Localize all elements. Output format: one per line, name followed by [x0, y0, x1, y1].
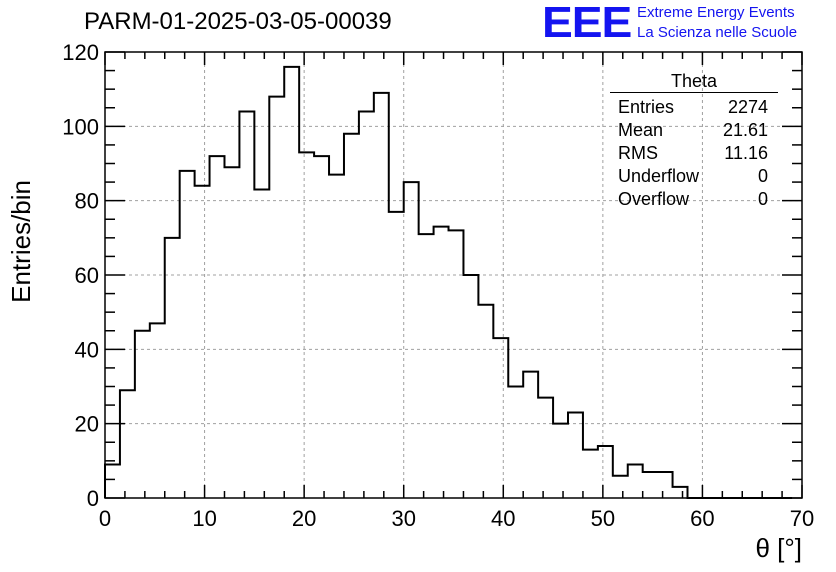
x-tick-label: 10 [192, 506, 216, 531]
histogram-bin [493, 338, 508, 498]
stats-value: 0 [757, 189, 768, 209]
histogram-bin [299, 152, 314, 498]
histogram-bin [269, 97, 284, 498]
histogram-bin [224, 167, 239, 498]
histogram-bin [523, 372, 538, 498]
y-tick-label: 80 [75, 189, 99, 214]
histogram-bin [419, 234, 434, 498]
histogram-bin [434, 227, 449, 498]
histogram-bin [613, 476, 628, 498]
x-tick-label: 50 [591, 506, 615, 531]
x-tick-label: 70 [790, 506, 814, 531]
stats-label: Entries [618, 97, 675, 117]
x-tick-label: 60 [690, 506, 714, 531]
tick-labels: 0 10 20 30 40 50 60 70 0 20 40 60 80 100 120 [62, 40, 814, 531]
histogram-bin [135, 331, 150, 498]
histogram-bin [508, 387, 523, 499]
x-tick-label: 30 [391, 506, 415, 531]
stats-value: 2274 [727, 97, 768, 117]
stats-label: Overflow [618, 189, 690, 209]
histogram-bin [165, 238, 180, 498]
histogram-bin [478, 305, 493, 498]
stats-box: Theta Entries 2274 Mean 21.61 RMS 11.16 Underf… [610, 70, 778, 211]
histogram-bin [105, 465, 120, 498]
histogram-bin [374, 93, 389, 498]
histogram-bin [150, 323, 165, 498]
histogram-bin [180, 171, 195, 498]
histogram-bin [359, 111, 374, 498]
logo-caption: Extreme Energy Events La Scienza nelle S… [637, 3, 797, 43]
stats-label: Underflow [618, 166, 700, 186]
histogram-bin [538, 398, 553, 498]
y-tick-label: 60 [75, 263, 99, 288]
histogram-bin [239, 111, 254, 498]
histogram-bin [553, 424, 568, 498]
histogram-bin [673, 487, 688, 498]
histogram-bin [449, 230, 464, 498]
stats-row: Overflow 0 [610, 188, 778, 211]
stats-value: 21.61 [722, 120, 768, 140]
stats-value: 11.16 [724, 143, 768, 163]
histogram-bin [598, 446, 613, 498]
stats-row: RMS 11.16 [610, 142, 778, 165]
x-tick-label: 40 [491, 506, 515, 531]
histogram-bin [463, 275, 478, 498]
y-tick-label: 20 [75, 412, 99, 437]
y-tick-label: 0 [87, 486, 99, 511]
histogram-bin [210, 156, 225, 498]
x-axis-label: θ [°] [755, 533, 802, 563]
histogram-bin [120, 390, 135, 498]
stats-label: RMS [618, 143, 658, 163]
histogram-bin [254, 190, 269, 498]
x-tick-label: 0 [99, 506, 111, 531]
y-tick-label: 40 [75, 337, 99, 362]
y-tick-label: 100 [62, 114, 99, 139]
y-tick-label: 120 [62, 40, 99, 65]
histogram-outline [104, 65, 793, 499]
histogram-bins [105, 67, 687, 498]
histogram-bin [643, 472, 658, 498]
logo-caption-line1: Extreme Energy Events [637, 4, 795, 21]
stats-value: 0 [757, 166, 768, 186]
chart-title: PARM-01-2025-03-05-00039 [84, 8, 392, 35]
logo-caption-line2: La Scienza nelle Scuole [637, 24, 798, 41]
histogram-bin [314, 156, 329, 498]
histogram-bin [284, 67, 299, 498]
histogram-bin [195, 186, 210, 498]
histogram-bin [329, 175, 344, 498]
stats-row: Mean 21.61 [610, 119, 778, 142]
eee-logo: EEE [542, 0, 632, 47]
histogram-bin [344, 134, 359, 498]
stats-title: Theta [610, 70, 778, 93]
histogram-bin [628, 465, 643, 498]
histogram-bin [658, 472, 673, 498]
grid-lines [105, 52, 802, 498]
histogram-bin [568, 413, 583, 498]
stats-row: Entries 2274 [610, 96, 778, 119]
histogram-bin [389, 212, 404, 498]
histogram-bin [404, 182, 419, 498]
x-tick-label: 20 [292, 506, 316, 531]
plot-frame [104, 51, 803, 499]
stats-row: Underflow 0 [610, 165, 778, 188]
stats-label: Mean [618, 120, 664, 140]
histogram-bin [583, 450, 598, 498]
